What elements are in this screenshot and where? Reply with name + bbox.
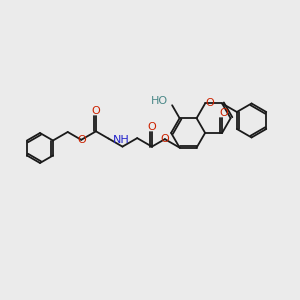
Text: O: O [160, 134, 169, 144]
Text: O: O [77, 135, 85, 145]
Text: O: O [220, 108, 229, 118]
Text: HO: HO [151, 96, 168, 106]
Text: NH: NH [112, 134, 129, 145]
Text: O: O [206, 98, 214, 109]
Text: O: O [92, 106, 100, 116]
Text: O: O [148, 122, 156, 132]
